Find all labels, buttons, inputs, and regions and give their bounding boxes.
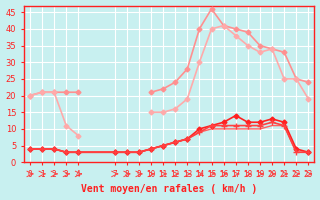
X-axis label: Vent moyen/en rafales ( km/h ): Vent moyen/en rafales ( km/h ) <box>81 184 257 194</box>
